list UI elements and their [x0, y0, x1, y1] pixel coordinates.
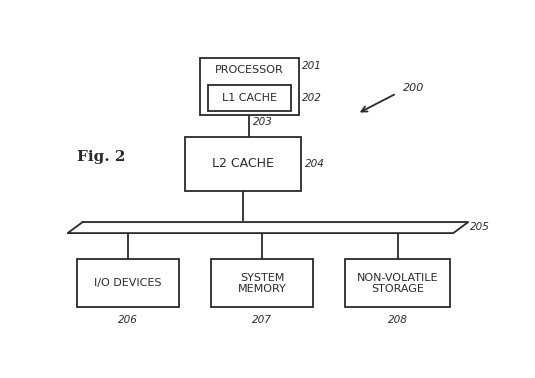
Bar — [200, 59, 299, 115]
Text: L1 CACHE: L1 CACHE — [222, 93, 277, 103]
Text: 205: 205 — [470, 222, 490, 232]
Text: 204: 204 — [304, 159, 324, 169]
Text: 200: 200 — [403, 82, 424, 93]
Text: Fig. 2: Fig. 2 — [77, 150, 126, 164]
Bar — [77, 259, 179, 307]
Bar — [211, 259, 313, 307]
Text: PROCESSOR: PROCESSOR — [215, 65, 284, 74]
Text: 201: 201 — [302, 61, 322, 71]
Text: 206: 206 — [118, 314, 138, 325]
Bar — [345, 259, 450, 307]
Polygon shape — [68, 222, 468, 233]
Text: NON-VOLATILE
STORAGE: NON-VOLATILE STORAGE — [357, 273, 438, 294]
Bar — [185, 137, 301, 191]
Text: 203: 203 — [253, 117, 272, 127]
Text: I/O DEVICES: I/O DEVICES — [94, 278, 162, 288]
Text: 208: 208 — [387, 314, 408, 325]
Text: SYSTEM
MEMORY: SYSTEM MEMORY — [238, 273, 286, 294]
Text: 207: 207 — [252, 314, 272, 325]
Text: 202: 202 — [302, 93, 322, 103]
Text: L2 CACHE: L2 CACHE — [212, 158, 274, 170]
Bar — [208, 85, 291, 111]
